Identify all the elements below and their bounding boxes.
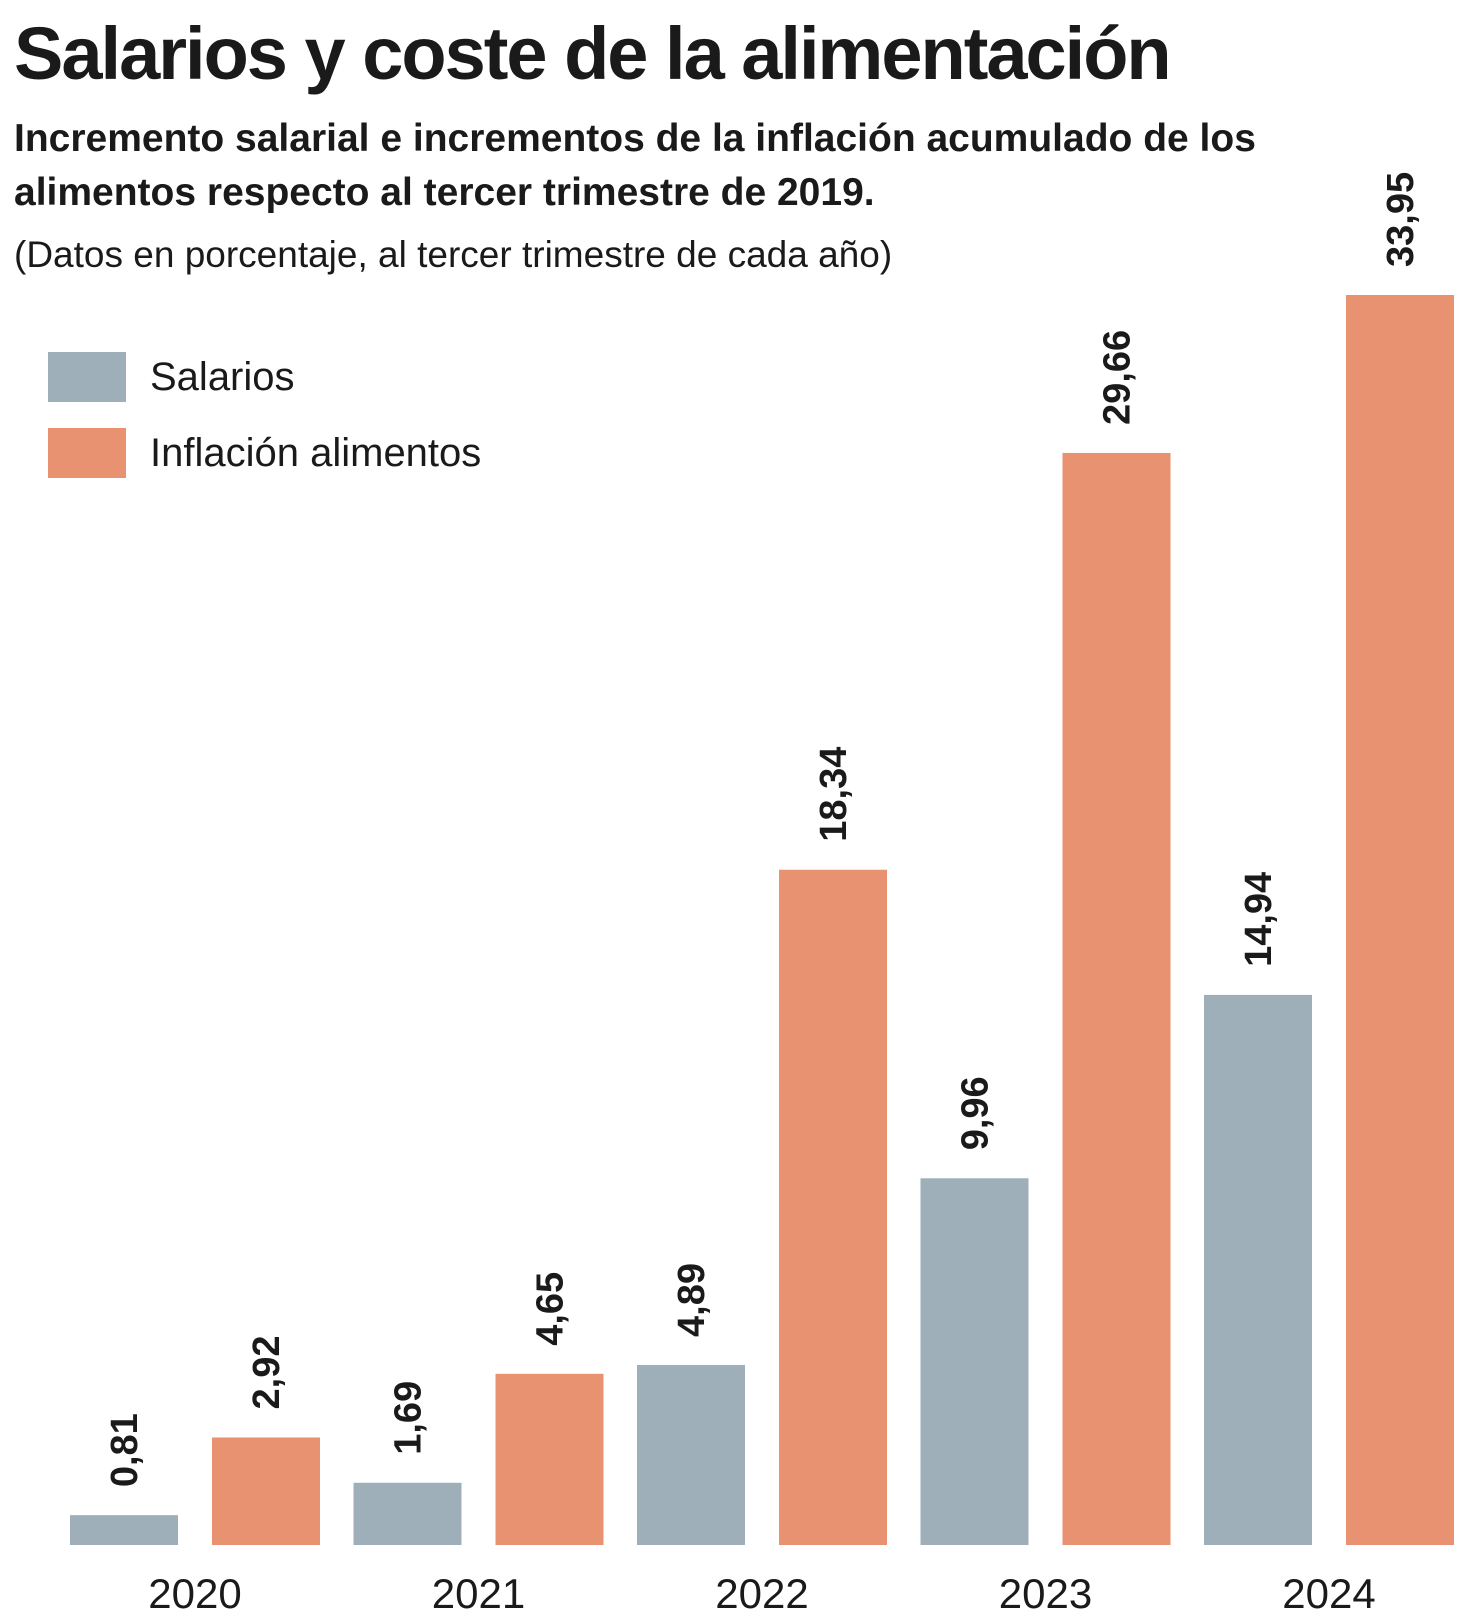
data-label-inflacion-2023: 29,66 bbox=[1097, 330, 1139, 425]
bar-inflacion-2022 bbox=[779, 869, 887, 1545]
x-tick-label-2022: 2022 bbox=[715, 1570, 808, 1617]
bar-salarios-2021 bbox=[353, 1482, 462, 1545]
data-label-salarios-2020: 0,81 bbox=[104, 1413, 146, 1487]
bar-inflacion-2024 bbox=[1346, 295, 1454, 1545]
bar-salarios-2024 bbox=[1204, 994, 1312, 1545]
data-label-inflacion-2024: 33,95 bbox=[1380, 172, 1422, 267]
bar-inflacion-2020 bbox=[212, 1437, 320, 1545]
bar-salarios-2023 bbox=[920, 1178, 1029, 1545]
data-label-salarios-2024: 14,94 bbox=[1238, 872, 1280, 967]
x-tick-label-2023: 2023 bbox=[999, 1570, 1092, 1617]
data-label-salarios-2021: 1,69 bbox=[388, 1381, 430, 1455]
x-tick-label-2020: 2020 bbox=[148, 1570, 241, 1617]
legend-item-inflacion: Inflación alimentos bbox=[48, 428, 481, 478]
legend-label-inflacion: Inflación alimentos bbox=[150, 431, 482, 475]
legend-swatch-inflacion bbox=[48, 428, 126, 478]
bar-inflacion-2023 bbox=[1062, 452, 1171, 1545]
x-tick-label-2021: 2021 bbox=[432, 1570, 525, 1617]
legend-item-salarios: Salarios bbox=[48, 352, 481, 402]
data-label-inflacion-2021: 4,65 bbox=[530, 1272, 572, 1346]
chart-title: Salarios y coste de la alimentación bbox=[14, 12, 1172, 95]
legend-label-salarios: Salarios bbox=[150, 355, 295, 399]
x-tick-label-2024: 2024 bbox=[1282, 1570, 1375, 1617]
bar-salarios-2022 bbox=[637, 1364, 745, 1545]
bar-inflacion-2021 bbox=[495, 1373, 604, 1545]
chart-subtitle: Incremento salarial e incrementos de la … bbox=[14, 117, 1256, 214]
data-label-inflacion-2020: 2,92 bbox=[246, 1336, 288, 1410]
data-label-inflacion-2022: 18,34 bbox=[813, 747, 855, 842]
data-label-salarios-2023: 9,96 bbox=[955, 1076, 997, 1150]
data-label-salarios-2022: 4,89 bbox=[671, 1263, 713, 1337]
legend: Salarios Inflación alimentos bbox=[48, 352, 481, 504]
chart-note: (Datos en porcentaje, al tercer trimestr… bbox=[14, 234, 893, 275]
legend-swatch-salarios bbox=[48, 352, 126, 402]
bar-salarios-2020 bbox=[70, 1515, 178, 1545]
